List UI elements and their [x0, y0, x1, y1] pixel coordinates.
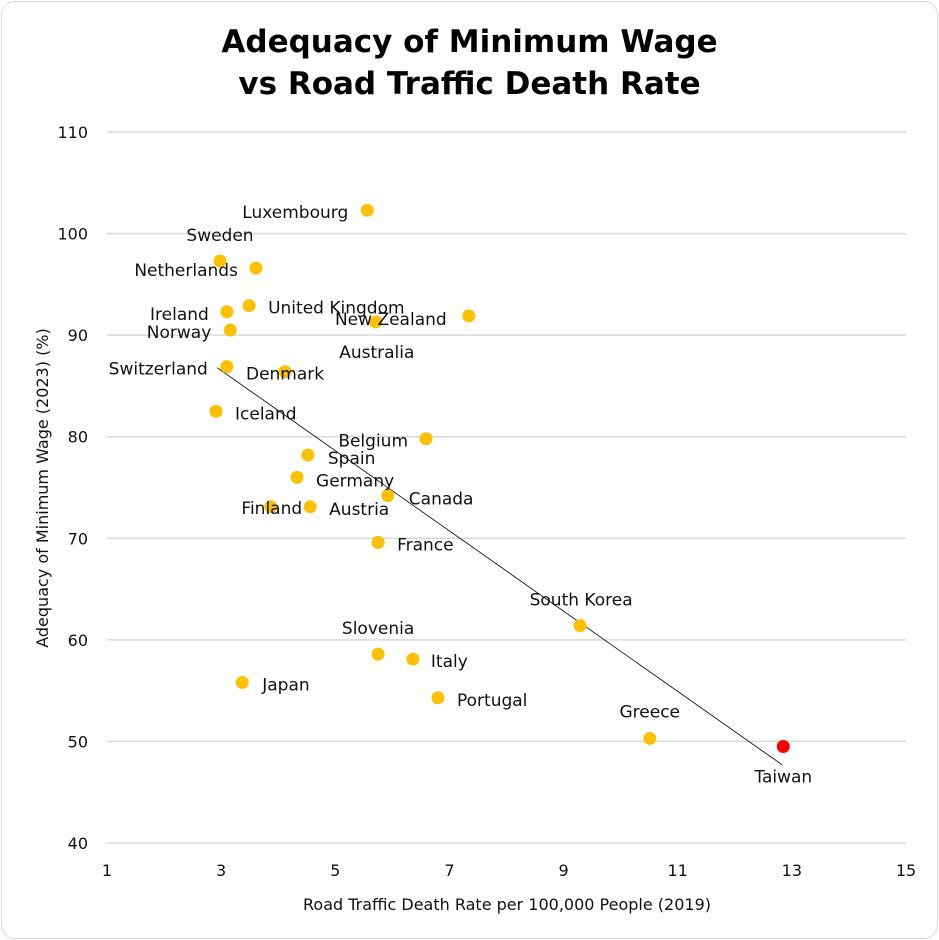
data-label: Greece	[619, 702, 680, 722]
data-point-norway	[223, 323, 237, 337]
y-axis-label: Adequacy of Minimum Wage (2023) (%)	[33, 328, 52, 648]
data-point-new-zealand	[462, 309, 476, 323]
data-label: United Kingdom	[268, 299, 404, 319]
x-tick-label: 11	[668, 861, 688, 880]
y-tick-label: 90	[68, 326, 88, 345]
y-tick-label: 60	[68, 631, 88, 650]
data-label: Slovenia	[342, 619, 414, 639]
data-point-ireland	[220, 305, 234, 319]
data-point-slovenia	[371, 647, 385, 661]
data-point-luxembourg	[360, 203, 374, 217]
data-label: Italy	[431, 652, 468, 672]
data-point-austria	[303, 500, 317, 514]
x-tick-label: 7	[444, 861, 454, 880]
x-tick-label: 15	[896, 861, 916, 880]
data-point-denmark	[278, 365, 292, 379]
y-tick-label: 80	[68, 428, 88, 447]
data-label: Austria	[329, 500, 389, 520]
y-tick-label: 100	[57, 225, 88, 244]
data-point-australia	[369, 315, 383, 329]
data-point-switzerland	[220, 360, 234, 374]
data-point-sweden	[213, 254, 227, 268]
y-tick-label: 50	[68, 732, 88, 751]
data-point-south-korea	[573, 619, 587, 633]
trendline	[216, 367, 783, 766]
data-label: Australia	[339, 343, 414, 363]
x-tick-label: 5	[330, 861, 340, 880]
data-point-france	[371, 535, 385, 549]
data-label: Germany	[316, 471, 394, 491]
x-tick-label: 13	[782, 861, 802, 880]
data-label: Switzerland	[109, 360, 208, 380]
data-point-japan	[235, 676, 249, 690]
data-label: Ireland	[150, 305, 209, 325]
x-tick-label: 9	[558, 861, 568, 880]
data-label: Finland	[241, 499, 302, 519]
data-point-greece	[643, 731, 657, 745]
chart-title-line-2: vs Road Traffic Death Rate	[238, 66, 701, 102]
data-label: France	[397, 535, 454, 555]
data-point-germany	[290, 470, 304, 484]
data-point-finland	[264, 500, 278, 514]
y-tick-label: 110	[57, 123, 88, 142]
x-axis-label: Road Traffic Death Rate per 100,000 Peop…	[303, 895, 711, 914]
data-label: Portugal	[457, 691, 527, 711]
data-label: Luxembourg	[242, 203, 348, 223]
data-point-italy	[406, 652, 420, 666]
data-point-canada	[381, 489, 395, 503]
data-label: South Korea	[530, 591, 633, 611]
data-label: Japan	[261, 676, 309, 696]
data-point-netherlands	[249, 261, 263, 275]
chart-title-line-1: Adequacy of Minimum Wage	[221, 24, 718, 60]
data-label: Netherlands	[134, 261, 238, 281]
data-point-spain	[301, 448, 315, 462]
data-label: Canada	[409, 490, 474, 510]
data-label: Taiwan	[753, 768, 812, 788]
data-point-united-kingdom	[242, 299, 256, 313]
x-tick-label: 1	[102, 861, 112, 880]
data-label: Sweden	[186, 226, 253, 246]
y-tick-label: 40	[68, 834, 88, 853]
data-point-portugal	[431, 691, 445, 705]
x-tick-label: 3	[216, 861, 226, 880]
data-label: New Zealand	[335, 310, 447, 330]
data-label: Denmark	[246, 365, 324, 385]
data-label: Norway	[147, 323, 212, 343]
data-label: Belgium	[338, 432, 408, 452]
data-label: Spain	[328, 449, 376, 469]
data-point-belgium	[419, 432, 433, 446]
data-point-iceland	[209, 404, 223, 418]
data-label: Iceland	[235, 404, 297, 424]
data-point-taiwan	[776, 740, 790, 754]
y-tick-label: 70	[68, 529, 88, 548]
